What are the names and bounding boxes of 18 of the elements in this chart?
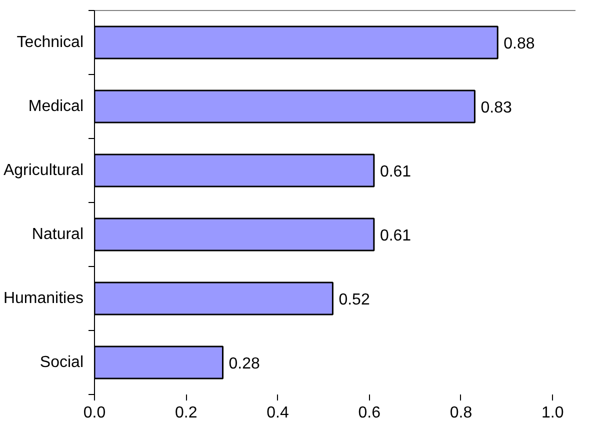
x-tick-label: 0.0 [83,404,106,422]
data-label: 0.88 [504,36,535,52]
data-label: 0.61 [380,228,412,244]
data-label: 0.61 [380,164,412,180]
y-tick-label: Social [40,354,84,371]
x-tick-label: 0.2 [175,404,198,422]
data-label: 0.83 [480,100,512,116]
y-tick-label: Humanities [3,290,84,307]
y-tick-label: Agricultural [3,162,84,179]
x-tick-label: 0.8 [450,404,472,422]
x-tick-label: 0.6 [358,404,381,422]
y-tick-label: Natural [32,226,84,243]
data-label: 0.52 [338,292,370,308]
data-label: 0.28 [228,356,260,372]
x-tick-label: 1.0 [541,404,564,422]
x-tick-label: 0.4 [266,404,289,422]
y-tick-label: Medical [28,98,84,115]
y-tick-label: Technical [16,34,84,51]
